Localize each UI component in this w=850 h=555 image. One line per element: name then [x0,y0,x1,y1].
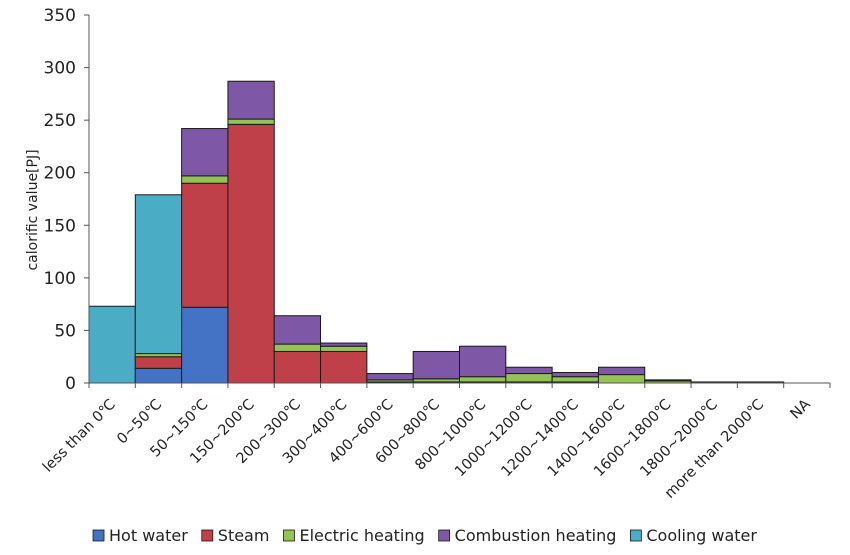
bar-segment-electric-heating-5 [320,345,368,352]
y-axis-title: calorific value[PJ] [25,149,41,270]
bar-segment-steam-4 [273,350,322,384]
bar-segment-electric-heating-9 [505,373,553,383]
bar-segment-combustion-heating-11 [597,366,646,376]
y-tick-label: 150 [44,216,76,236]
bar-segment-electric-heating-2 [181,175,229,184]
legend-swatch-hot-water [92,529,105,542]
legend-label-cooling-water: Cooling water [646,526,757,545]
x-tick-label: NA [788,396,814,422]
bar-segment-combustion-heating-7 [412,350,461,380]
legend-label-steam: Steam [218,526,270,545]
y-tick-label: 300 [44,59,76,79]
legend-swatch-steam [201,529,214,542]
x-tick-labels: less than 0℃0~50℃50~150℃150~200℃200~300℃… [40,396,814,501]
legend-swatch-combustion-heating [438,529,451,542]
legend-label-electric-heating: Electric heating [299,526,424,545]
bar-segment-combustion-heating-5 [320,342,368,347]
bars-layer [88,80,785,384]
axes-layer [84,14,831,388]
bar-segment-steam-1 [134,356,183,369]
y-tick-labels: 0 50 100 150 200 250 300 350 [44,6,76,394]
legend-swatch-cooling-water [629,529,642,542]
bar-segment-combustion-heating-2 [181,128,229,177]
legend-label-hot-water: Hot water [109,526,188,545]
bar-segment-steam-2 [181,182,229,308]
bar-segment-electric-heating-8 [459,376,507,383]
bar-segment-hot-water-1 [134,367,183,384]
bar-segment-electric-heating-4 [273,343,322,352]
x-tick-label: less than 0℃ [40,397,119,476]
bar-segment-combustion-heating-12 [644,379,692,382]
legend-swatch-electric-heating [283,529,295,542]
bar-segment-cooling-water-0 [88,305,136,384]
bar-segment-steam-5 [320,350,368,384]
bar-segment-combustion-heating-3 [227,80,275,120]
legend-label-combustion-heating: Combustion heating [455,526,617,545]
bar-segment-combustion-heating-9 [505,366,553,375]
y-tick-label: 250 [44,111,76,131]
bar-segment-electric-heating-11 [597,374,646,384]
bar-segment-combustion-heating-10 [551,371,599,378]
legend: Hot water Steam Electric heating Combustion… [92,526,757,545]
y-tick-label: 200 [44,164,76,184]
bar-segment-combustion-heating-6 [366,373,414,381]
bar-segment-combustion-heating-8 [459,345,507,378]
y-tick-label: 100 [44,269,76,289]
y-tick-label: 350 [44,6,76,26]
bar-segment-cooling-water-1 [134,194,183,355]
bar-segment-hot-water-2 [181,306,229,384]
bar-segment-steam-3 [227,123,275,384]
bar-segment-combustion-heating-4 [273,315,322,345]
y-tick-label: 0 [65,374,76,394]
bar-segment-electric-heating-3 [227,118,275,125]
y-tick-label: 50 [54,321,76,341]
bar-segment-electric-heating-10 [551,376,599,383]
